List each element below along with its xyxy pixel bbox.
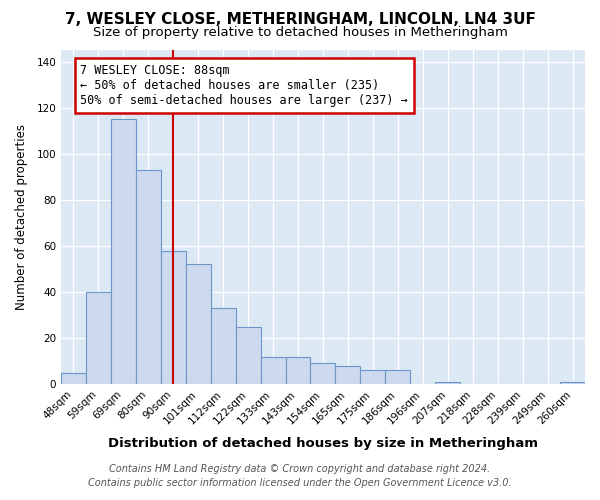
Bar bbox=[335, 366, 361, 384]
Bar bbox=[286, 356, 310, 384]
Bar bbox=[560, 382, 585, 384]
Bar bbox=[435, 382, 460, 384]
Bar bbox=[260, 356, 286, 384]
X-axis label: Distribution of detached houses by size in Metheringham: Distribution of detached houses by size … bbox=[108, 437, 538, 450]
Bar bbox=[310, 364, 335, 384]
Text: 7 WESLEY CLOSE: 88sqm
← 50% of detached houses are smaller (235)
50% of semi-det: 7 WESLEY CLOSE: 88sqm ← 50% of detached … bbox=[80, 64, 408, 107]
Y-axis label: Number of detached properties: Number of detached properties bbox=[15, 124, 28, 310]
Bar bbox=[385, 370, 410, 384]
Bar bbox=[361, 370, 385, 384]
Bar bbox=[236, 326, 260, 384]
Bar bbox=[161, 250, 186, 384]
Bar bbox=[211, 308, 236, 384]
Text: Size of property relative to detached houses in Metheringham: Size of property relative to detached ho… bbox=[92, 26, 508, 39]
Text: Contains HM Land Registry data © Crown copyright and database right 2024.
Contai: Contains HM Land Registry data © Crown c… bbox=[88, 464, 512, 487]
Bar bbox=[111, 119, 136, 384]
Bar bbox=[186, 264, 211, 384]
Bar bbox=[86, 292, 111, 384]
Text: 7, WESLEY CLOSE, METHERINGHAM, LINCOLN, LN4 3UF: 7, WESLEY CLOSE, METHERINGHAM, LINCOLN, … bbox=[65, 12, 535, 28]
Bar bbox=[61, 372, 86, 384]
Bar bbox=[136, 170, 161, 384]
